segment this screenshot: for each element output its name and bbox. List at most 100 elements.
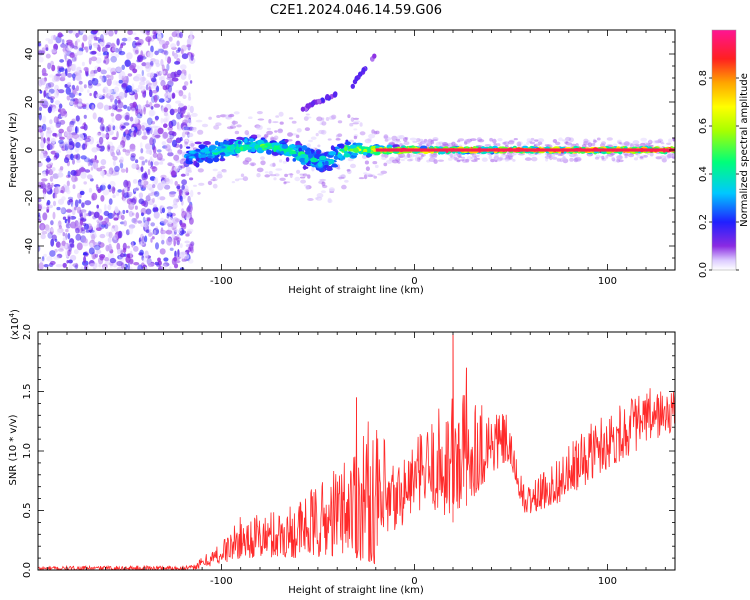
- noise-point: [74, 40, 78, 48]
- halo-point: [633, 143, 641, 146]
- noise-point: [53, 194, 58, 199]
- svg-text:(x104): (x104): [8, 309, 21, 340]
- noise-point: [168, 163, 175, 167]
- noise-point: [126, 36, 132, 42]
- noise-point: [97, 188, 102, 194]
- signal-point: [250, 134, 258, 138]
- noise-point: [101, 75, 107, 83]
- halo-point: [672, 156, 675, 159]
- noise-point: [80, 126, 86, 130]
- noise-point: [148, 198, 155, 206]
- halo-point: [660, 142, 665, 145]
- noise-point: [38, 218, 42, 223]
- noise-point: [187, 246, 192, 253]
- noise-point: [75, 262, 79, 270]
- noise-point: [64, 143, 69, 151]
- y-tick-label: 2.0: [22, 324, 33, 340]
- noise-point: [151, 121, 156, 125]
- halo-point: [305, 113, 310, 116]
- colorbar-tick-label: 0.4: [698, 166, 709, 182]
- halo-point: [268, 170, 273, 176]
- noise-point: [54, 40, 58, 44]
- noise-point: [112, 104, 119, 110]
- noise-point: [155, 242, 159, 250]
- halo-point: [337, 176, 345, 179]
- noise-point: [166, 73, 173, 79]
- snr-x-axis-label: Height of straight line (km): [288, 585, 424, 596]
- halo-point: [213, 125, 220, 130]
- noise-point: [58, 139, 64, 144]
- halo-point: [409, 137, 417, 141]
- halo-point: [497, 138, 503, 142]
- halo-point: [569, 157, 574, 162]
- noise-point: [144, 235, 148, 243]
- halo-point: [244, 130, 250, 136]
- signal-point: [186, 158, 189, 162]
- noise-point: [94, 244, 101, 251]
- spectrogram-panel: -100 0 100 -40 -20 0 20 40 Height of straight l…: [8, 29, 676, 296]
- noise-point: [134, 92, 138, 100]
- noise-point: [51, 167, 56, 172]
- noise-point: [188, 211, 193, 215]
- noise-point: [54, 90, 59, 98]
- noise-point: [184, 240, 190, 244]
- noise-point: [74, 91, 79, 96]
- noise-point: [83, 114, 87, 119]
- noise-point: [120, 43, 124, 49]
- halo-point: [668, 138, 673, 143]
- halo-point: [565, 136, 572, 142]
- noise-point: [41, 67, 47, 76]
- noise-point: [123, 192, 130, 199]
- noise-point: [128, 226, 134, 235]
- noise-point: [184, 81, 189, 86]
- noise-point: [58, 128, 64, 134]
- noise-point: [152, 34, 157, 40]
- halo-point: [315, 132, 319, 137]
- noise-point: [166, 237, 173, 246]
- noise-point: [51, 137, 56, 145]
- noise-point: [40, 233, 46, 240]
- noise-point: [80, 227, 86, 232]
- noise-point: [152, 146, 157, 154]
- signal-point: [337, 153, 343, 159]
- halo-point: [328, 187, 335, 193]
- halo-point: [516, 141, 522, 147]
- halo-point: [317, 144, 321, 148]
- noise-point: [52, 173, 59, 179]
- noise-point: [155, 30, 162, 34]
- noise-point: [136, 65, 140, 70]
- noise-point: [92, 241, 98, 247]
- noise-point: [87, 158, 91, 167]
- noise-point: [104, 257, 110, 262]
- noise-point: [103, 210, 110, 217]
- noise-point: [57, 227, 64, 233]
- snr-panel: -100 0 100 0.0 0.5 1.0 1.5 2.0 Height of straig…: [8, 309, 676, 596]
- halo-point: [295, 134, 300, 139]
- noise-point: [113, 217, 119, 221]
- noise-point: [148, 232, 154, 236]
- halo-point: [207, 180, 213, 186]
- noise-point: [146, 100, 149, 106]
- noise-point: [113, 92, 120, 100]
- noise-point: [64, 68, 68, 76]
- noise-point: [181, 184, 185, 190]
- noise-point: [42, 188, 47, 195]
- noise-point: [99, 233, 106, 239]
- noise-point: [41, 150, 46, 154]
- noise-point: [54, 100, 61, 106]
- noise-point: [89, 92, 92, 97]
- noise-point: [64, 84, 68, 88]
- halo-point: [184, 141, 188, 145]
- halo-point: [283, 181, 287, 185]
- signal-point: [326, 165, 333, 171]
- halo-point: [337, 120, 343, 124]
- noise-point: [40, 224, 44, 231]
- signal-point: [186, 146, 191, 149]
- noise-point: [176, 112, 182, 120]
- noise-point: [135, 212, 140, 219]
- halo-point: [534, 139, 539, 142]
- halo-point: [601, 155, 605, 160]
- noise-point: [56, 116, 60, 125]
- halo-point: [453, 152, 460, 157]
- noise-point: [72, 133, 79, 140]
